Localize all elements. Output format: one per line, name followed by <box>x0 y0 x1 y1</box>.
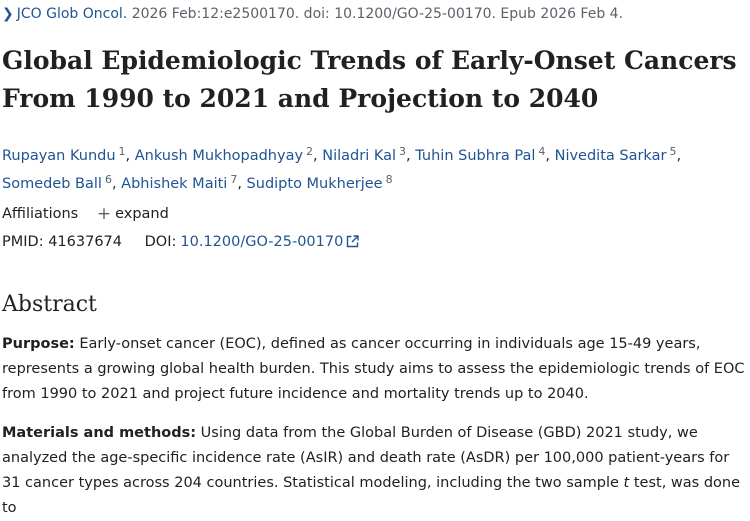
external-link-icon[interactable] <box>346 234 360 254</box>
abstract-heading: Abstract <box>2 292 97 317</box>
affiliation-ref[interactable]: 4 <box>538 145 546 158</box>
author-link[interactable]: Abhishek Maiti 7 <box>121 173 238 192</box>
affiliation-ref[interactable]: 1 <box>118 145 126 158</box>
article-identifiers: PMID: 41637674 DOI: 10.1200/GO-25-00170 <box>2 232 360 254</box>
author-link[interactable]: Somedeb Ball 6 <box>2 173 112 192</box>
article-title: Global Epidemiologic Trends of Early-Ons… <box>2 46 737 113</box>
author-link[interactable]: Niladri Kal 3 <box>322 145 407 164</box>
purpose-text: Early-onset cancer (EOC), defined as can… <box>2 336 745 402</box>
author-link[interactable]: Rupayan Kundu 1 <box>2 145 126 164</box>
author-link[interactable]: Sudipto Mukherjee 8 <box>246 173 393 192</box>
affiliation-ref[interactable]: 2 <box>306 145 314 158</box>
plus-icon[interactable]: + <box>96 204 112 224</box>
journal-link[interactable]: JCO Glob Oncol. <box>16 6 128 22</box>
affiliation-ref[interactable]: 8 <box>385 173 393 186</box>
author-list: Rupayan Kundu 1, Ankush Mukhopadhyay 2, Ni… <box>2 145 682 192</box>
affiliation-ref[interactable]: 6 <box>104 173 112 186</box>
author-link[interactable]: Tuhin Subhra Pal 4 <box>415 145 546 164</box>
pmid-value: 41637674 <box>48 234 123 250</box>
methods-label: Materials and methods: <box>2 425 197 441</box>
affiliations-toggle[interactable]: Affiliations + expand <box>2 204 169 224</box>
doi-link[interactable]: 10.1200/GO-25-00170 <box>180 234 344 250</box>
doi-label: DOI: <box>144 234 177 250</box>
affiliation-ref[interactable]: 5 <box>669 145 677 158</box>
methods-text: Using data from the Global Burden of Dis… <box>2 425 730 491</box>
affiliation-ref[interactable]: 7 <box>230 173 238 186</box>
citation-details: 2026 Feb:12:e2500170. doi: 10.1200/GO-25… <box>131 6 624 22</box>
affiliations-label: Affiliations <box>2 206 79 222</box>
abstract-methods: Materials and methods: Using data from t… <box>2 421 748 521</box>
abstract-purpose: Purpose: Early-onset cancer (EOC), defin… <box>2 332 748 407</box>
affiliation-ref[interactable]: 3 <box>399 145 407 158</box>
expand-label[interactable]: expand <box>115 206 169 222</box>
methods-italic: t <box>623 475 630 491</box>
purpose-label: Purpose: <box>2 336 75 352</box>
author-link[interactable]: Nivedita Sarkar 5 <box>554 145 677 164</box>
pmid-label: PMID: <box>2 234 44 250</box>
article-page: ❯ JCO Glob Oncol. 2026 Feb:12:e2500170. d… <box>2 4 748 516</box>
chevron-right-icon[interactable]: ❯ <box>2 6 14 22</box>
citation-line: ❯ JCO Glob Oncol. 2026 Feb:12:e2500170. d… <box>2 4 623 24</box>
author-link[interactable]: Ankush Mukhopadhyay 2 <box>134 145 314 164</box>
